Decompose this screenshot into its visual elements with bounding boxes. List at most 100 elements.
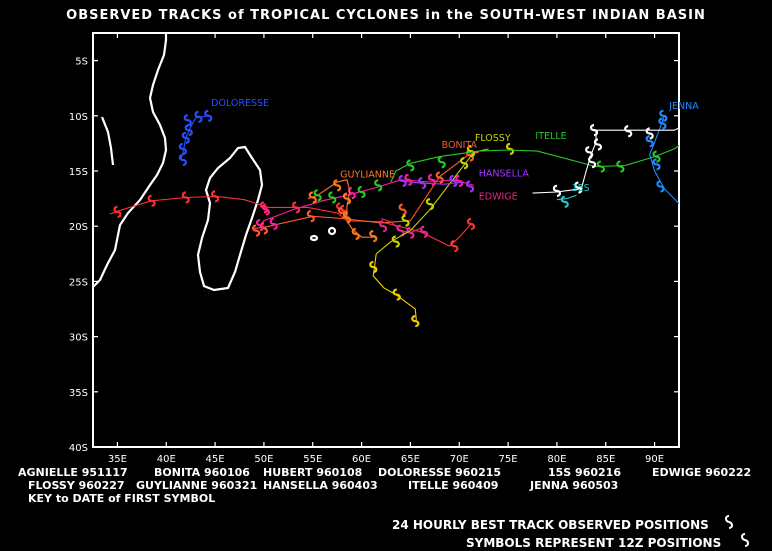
track-doloresse (178, 109, 213, 167)
cyclone-marker (437, 156, 446, 169)
cyclone-marker (181, 131, 190, 144)
track-label: FLOSSY (475, 133, 511, 144)
cyclone-marker (194, 110, 203, 124)
cyclone-marker (465, 180, 475, 193)
y-tick-label: 15S (69, 167, 88, 178)
cyclone-marker (351, 227, 360, 241)
x-tick-label: 80E (547, 454, 566, 465)
cyclone-marker (465, 149, 475, 162)
cyclone-marker (357, 185, 366, 199)
x-tick-label: 50E (254, 454, 273, 465)
map-frame (92, 32, 680, 448)
cyclone-marker (466, 217, 476, 231)
madagascar-outline (196, 145, 264, 292)
x-tick-label: 35E (108, 454, 127, 465)
footer-line-1: 24 HOURLY BEST TRACK OBSERVED POSITIONS (392, 518, 709, 532)
cyclone-marker (183, 114, 192, 127)
legend-item: FLOSSY 960227 (28, 479, 125, 492)
cyclone-marker (392, 288, 401, 301)
cyclone-marker (269, 217, 278, 231)
cyclone-marker (455, 174, 464, 188)
cyclone-marker (652, 158, 661, 171)
x-tick-label: 85E (596, 454, 615, 465)
cyclone-marker (401, 214, 410, 227)
cyclone-marker (369, 230, 378, 243)
cyclone-marker (374, 179, 383, 192)
cyclone-marker (333, 179, 342, 192)
cyclone-icon (741, 533, 749, 547)
cyclone-marker (178, 153, 187, 167)
y-tick-label: 20S (69, 222, 88, 233)
x-tick-label: 45E (206, 454, 225, 465)
cyclone-marker (404, 173, 413, 186)
cyclone-marker (420, 225, 429, 238)
cyclone-marker (589, 124, 599, 137)
cyclone-marker (184, 124, 193, 137)
footer-line-2: SYMBOLS REPRESENT 12Z POSITIONS (466, 536, 722, 550)
cyclone-marker (450, 239, 459, 253)
legend-item: BONITA 960106 (154, 466, 250, 479)
africa-coastline (92, 33, 168, 288)
cyclone-marker (369, 260, 378, 274)
track-hansella (398, 174, 475, 193)
cyclone-marker (658, 117, 667, 130)
y-tick-label: 30S (69, 333, 88, 344)
cyclone-marker (652, 150, 661, 163)
legend-item: DOLORESSE 960215 (378, 466, 502, 479)
x-tick-label: 40E (157, 454, 176, 465)
track-label: EDWIGE (479, 192, 518, 203)
x-tick-label: 75E (499, 454, 518, 465)
y-tick-label: 5S (75, 57, 88, 68)
cyclone-marker (449, 174, 458, 188)
cyclone-marker (418, 177, 427, 190)
cyclone-marker (552, 184, 561, 197)
cyclone-marker (261, 203, 270, 216)
track-line (372, 253, 417, 321)
legend-item: EDWIGE 960222 (652, 466, 752, 479)
x-tick-label: 65E (401, 454, 420, 465)
cyclone-marker (505, 142, 515, 156)
cyclone-marker (406, 226, 415, 239)
x-tick-label: 90E (645, 454, 664, 465)
cyclone-marker (252, 224, 261, 237)
cyclone-marker (147, 194, 156, 207)
cyclone-marker (328, 191, 337, 204)
legend-item: HUBERT 960108 (263, 466, 363, 479)
cyclone-icon (725, 515, 733, 529)
key-text: KEY to DATE of FIRST SYMBOL (28, 492, 216, 505)
cyclone-marker (313, 189, 322, 202)
track-label: GUYLIANNE (340, 170, 395, 181)
axes: 35E 40E 45E 50E 55E 60E 65E 70E 75E 80E 85E 90E 5S 10… (69, 33, 679, 465)
track-guylianne (307, 179, 378, 243)
cyclone-marker (342, 192, 352, 205)
track-line (258, 179, 475, 227)
track-line (556, 194, 577, 201)
y-tick-label: 40S (69, 443, 88, 454)
cyclone-marker (460, 157, 469, 170)
track-line (400, 180, 465, 185)
legend-item: ITELLE 960409 (408, 479, 499, 492)
y-tick-label: 10S (69, 112, 88, 123)
track-label: JENNA (668, 101, 699, 112)
cyclone-marker (585, 146, 594, 159)
track-label: HANSELLA (479, 169, 530, 180)
cyclone-marker (178, 142, 187, 156)
cyclone-marker (181, 191, 190, 204)
tracks (109, 109, 679, 328)
legend-item: AGNIELLE 951117 (18, 466, 128, 479)
cyclone-marker (391, 235, 400, 248)
cyclone-marker (398, 174, 407, 188)
track-unnamed-12 (369, 253, 420, 328)
chart-title: OBSERVED TRACKS of TROPICAL CYCLONES in … (66, 8, 706, 23)
cyclone-marker (308, 191, 317, 204)
track-itelle (313, 144, 679, 204)
cyclone-marker (593, 138, 603, 151)
cyclone-marker (342, 211, 352, 224)
cyclone-marker (435, 171, 444, 184)
cyclone-marker (292, 201, 301, 214)
x-tick-label: 55E (303, 454, 322, 465)
cyclone-marker (645, 135, 654, 148)
cyclone-marker (656, 180, 665, 193)
legend-item: HANSELLA 960403 (263, 479, 378, 492)
